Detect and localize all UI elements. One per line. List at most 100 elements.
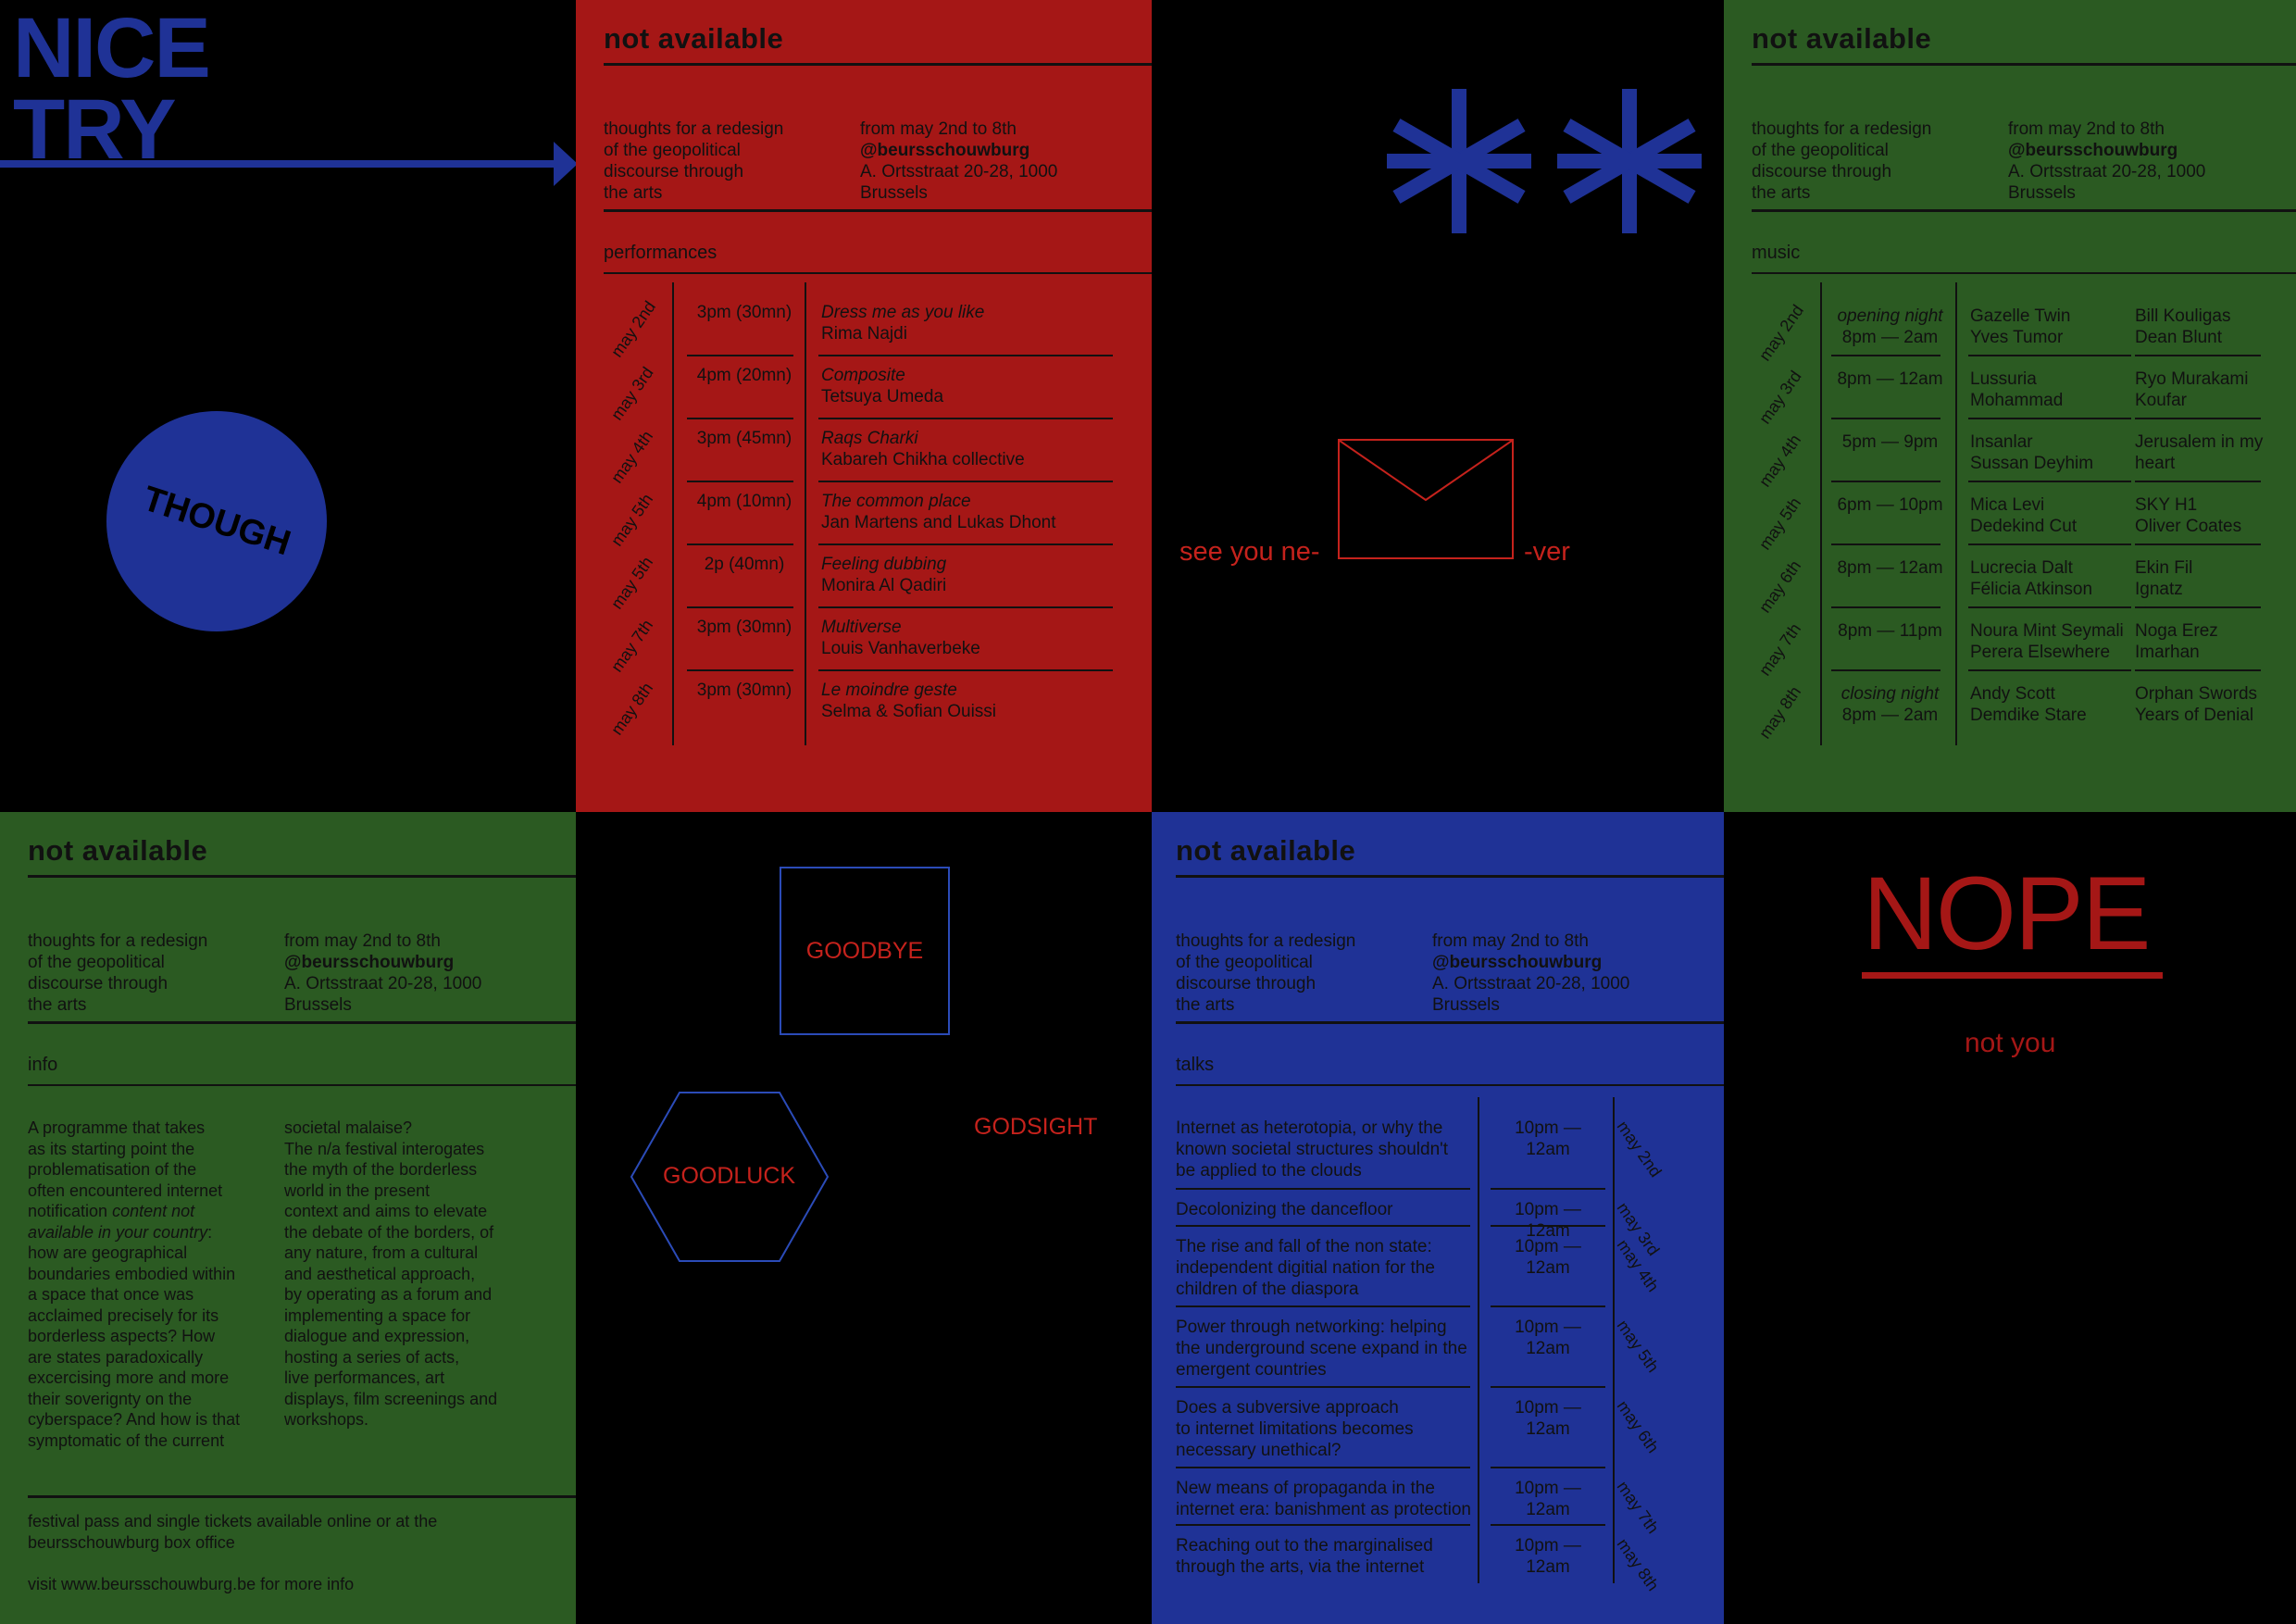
performance-title: Le moindre geste <box>821 681 957 700</box>
not-you-text: not you <box>1965 1028 2056 1058</box>
artists-a: Mica Levi Dedekind Cut <box>1970 494 2132 537</box>
artist: Andy Scott <box>1970 684 2055 704</box>
talk-title: New means of propaganda in the internet e… <box>1176 1478 1472 1520</box>
artist: Lucrecia Dalt <box>1970 558 2073 578</box>
divider <box>28 1084 576 1086</box>
talk-title-line: Internet as heterotopia, or why the <box>1176 1118 1443 1138</box>
row-divider <box>2135 418 2261 419</box>
asterisk-icon <box>1387 89 1531 233</box>
poster-goodbye <box>576 812 1152 1624</box>
intro-text: thoughts for a redesign of the geopolitic… <box>604 119 784 203</box>
row-performance: The common place Jan Martens and Lukas Dh… <box>821 491 1127 533</box>
performance-title: Composite <box>821 366 905 385</box>
row-divider <box>687 543 793 545</box>
row-divider <box>1831 418 1940 419</box>
artist: Insanlar <box>1970 432 2033 452</box>
performance-title: Dress me as you like <box>821 303 985 322</box>
divider <box>1176 875 1724 878</box>
row-time: 8pm — 12am <box>1828 557 1953 579</box>
row-date: may 8th <box>607 679 657 739</box>
talk-time: 10pm — 12am <box>1515 1318 1581 1358</box>
row-time: opening night 8pm — 2am <box>1828 306 1953 348</box>
row-divider <box>687 418 793 419</box>
row-performance: Feeling dubbing Monira Al Qadiri <box>821 554 1127 596</box>
section-label: music <box>1752 243 1801 263</box>
row-time: closing night 8pm — 2am <box>1828 683 1953 726</box>
row-date: may 4th <box>607 427 657 487</box>
talk-title-line: the underground scene expand in the <box>1176 1339 1467 1358</box>
row-time: 6pm — 10pm <box>1828 494 1953 516</box>
talk-time: 10pm — 12am <box>1515 1536 1581 1577</box>
row-date: may 5th <box>607 490 657 550</box>
column-divider <box>1955 282 1957 745</box>
venue-info: from may 2nd to 8th @beursschouwburg A. Or… <box>1432 931 1630 1015</box>
tickets-note: festival pass and single tickets availab… <box>28 1512 438 1552</box>
row-divider <box>687 481 793 482</box>
artists-b: Orphan Swords Years of Denial <box>2135 683 2274 726</box>
circle-sticker <box>106 411 327 631</box>
talk-date: may 8th <box>1613 1535 1663 1594</box>
artist: Félicia Atkinson <box>1970 580 2093 599</box>
row-divider <box>1968 481 2131 482</box>
row-divider <box>818 355 1113 356</box>
section-label: talks <box>1176 1055 1215 1075</box>
talk-time: 10pm — 12am <box>1515 1118 1581 1159</box>
talk-title-line: independent digitial nation for the <box>1176 1258 1435 1278</box>
row-divider <box>1968 418 2131 419</box>
arrow-right-icon <box>0 160 555 168</box>
row-divider <box>1831 355 1940 356</box>
intro-text: thoughts for a redesign of the geopolitic… <box>1752 119 1932 203</box>
row-date: may 2nd <box>607 297 659 361</box>
talk-title: Does a subversive approach to internet li… <box>1176 1397 1472 1461</box>
artists-a: Insanlar Sussan Deyhim <box>1970 431 2132 474</box>
row-divider <box>1831 481 1940 482</box>
row-divider <box>2135 669 2261 671</box>
intro-text: thoughts for a redesign of the geopolitic… <box>1176 931 1356 1015</box>
row-performance: Dress me as you like Rima Najdi <box>821 302 1127 344</box>
row-divider <box>1491 1188 1605 1190</box>
artist: Perera Elsewhere <box>1970 643 2111 662</box>
artists-b: Ekin Fil Ignatz <box>2135 557 2274 600</box>
row-time: 2p (40mn) <box>704 555 785 574</box>
row-divider <box>2135 606 2261 608</box>
talk-title-line: The rise and fall of the non state: <box>1176 1237 1432 1256</box>
artist: Bill Kouligas <box>2135 306 2231 326</box>
envelope-icon <box>1338 439 1514 559</box>
artists-a: Noura Mint Seymali Perera Elsewhere <box>1970 620 2132 663</box>
poster-title: not available <box>28 834 208 867</box>
venue-info: from may 2nd to 8th @beursschouwburg A. Or… <box>284 931 482 1015</box>
night-note: opening night <box>1837 306 1943 326</box>
nope-headline: NOPE <box>1863 856 2151 971</box>
row-divider <box>1491 1467 1605 1468</box>
row-time: 8pm — 12am <box>1828 369 1953 390</box>
poster-performances: not available thoughts for a redesign of … <box>576 0 1152 812</box>
row-divider <box>1176 1386 1470 1388</box>
row-performance: Composite Tetsuya Umeda <box>821 365 1127 407</box>
row-divider <box>1968 669 2131 671</box>
row-date: may 4th <box>1755 431 1805 491</box>
row-divider <box>1176 1225 1470 1227</box>
performance-artist: Rima Najdi <box>821 324 907 344</box>
talk-title: Internet as heterotopia, or why the known… <box>1176 1118 1472 1181</box>
artist: Ryo Murakami <box>2135 369 2249 389</box>
talk-title: Reaching out to the marginalised through … <box>1176 1535 1472 1578</box>
divider <box>604 63 1152 66</box>
artist: Mica Levi <box>1970 495 2045 515</box>
talk-date: may 2nd <box>1613 1118 1666 1181</box>
venue-info: from may 2nd to 8th @beursschouwburg A. Or… <box>860 119 1058 203</box>
row-date: may 2nd <box>1755 301 1807 365</box>
row-divider <box>2135 481 2261 482</box>
row-divider <box>687 606 793 608</box>
artist: heart <box>2135 454 2176 473</box>
nope-underline <box>1862 972 2163 979</box>
artists-a: Lucrecia Dalt Félicia Atkinson <box>1970 557 2132 600</box>
talk-title: Decolonizing the dancefloor <box>1176 1199 1472 1220</box>
divider <box>1752 209 2296 212</box>
talk-title-line: internet era: banishment as protection <box>1176 1500 1471 1519</box>
row-divider <box>1968 606 2131 608</box>
divider <box>604 272 1152 274</box>
poster-title: not available <box>604 22 784 55</box>
divider <box>604 209 1152 212</box>
poster-talks: not available thoughts for a redesign of … <box>1152 812 1724 1624</box>
performance-artist: Selma & Sofian Ouissi <box>821 702 997 721</box>
